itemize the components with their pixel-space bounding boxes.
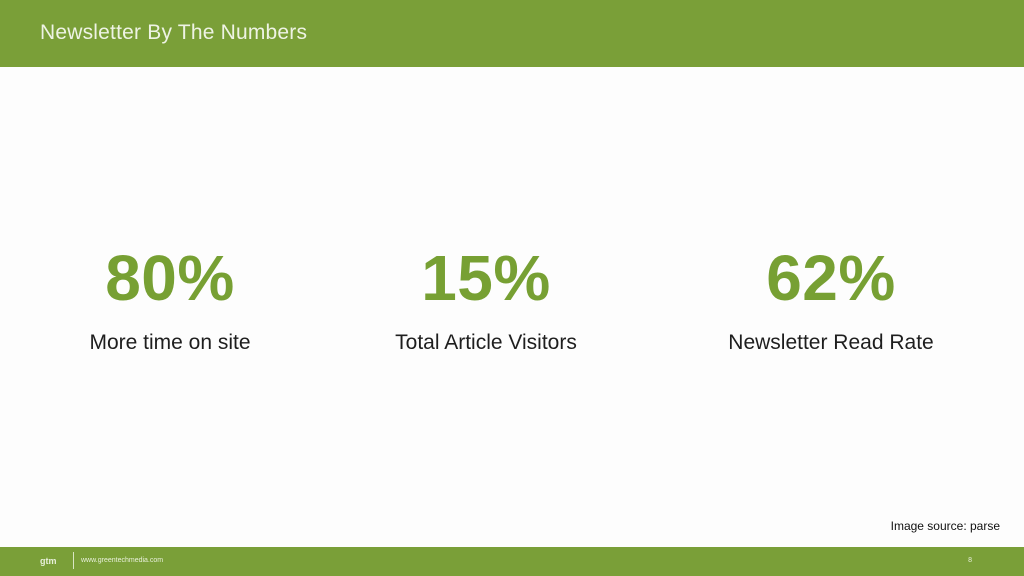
- footer-url: www.greentechmedia.com: [81, 557, 164, 564]
- stat-time-on-site: 80% More time on site: [20, 242, 320, 356]
- page-number: 8: [968, 557, 972, 564]
- header-bar: Newsletter By The Numbers: [0, 0, 1024, 67]
- stat-value: 15%: [421, 242, 551, 314]
- stat-article-visitors: 15% Total Article Visitors: [336, 242, 636, 356]
- footer-bar: gtm www.greentechmedia.com 8: [0, 547, 1024, 576]
- slide-title: Newsletter By The Numbers: [40, 21, 308, 44]
- image-source-caption: Image source: parse: [890, 519, 1000, 533]
- stat-label: More time on site: [89, 331, 251, 354]
- stat-label: Newsletter Read Rate: [728, 331, 934, 354]
- stat-value: 62%: [766, 242, 896, 314]
- stat-label: Total Article Visitors: [395, 331, 577, 354]
- footer-logo: gtm: [40, 556, 57, 566]
- stat-read-rate: 62% Newsletter Read Rate: [681, 242, 981, 356]
- footer-divider: [73, 552, 74, 569]
- stat-value: 80%: [105, 242, 235, 314]
